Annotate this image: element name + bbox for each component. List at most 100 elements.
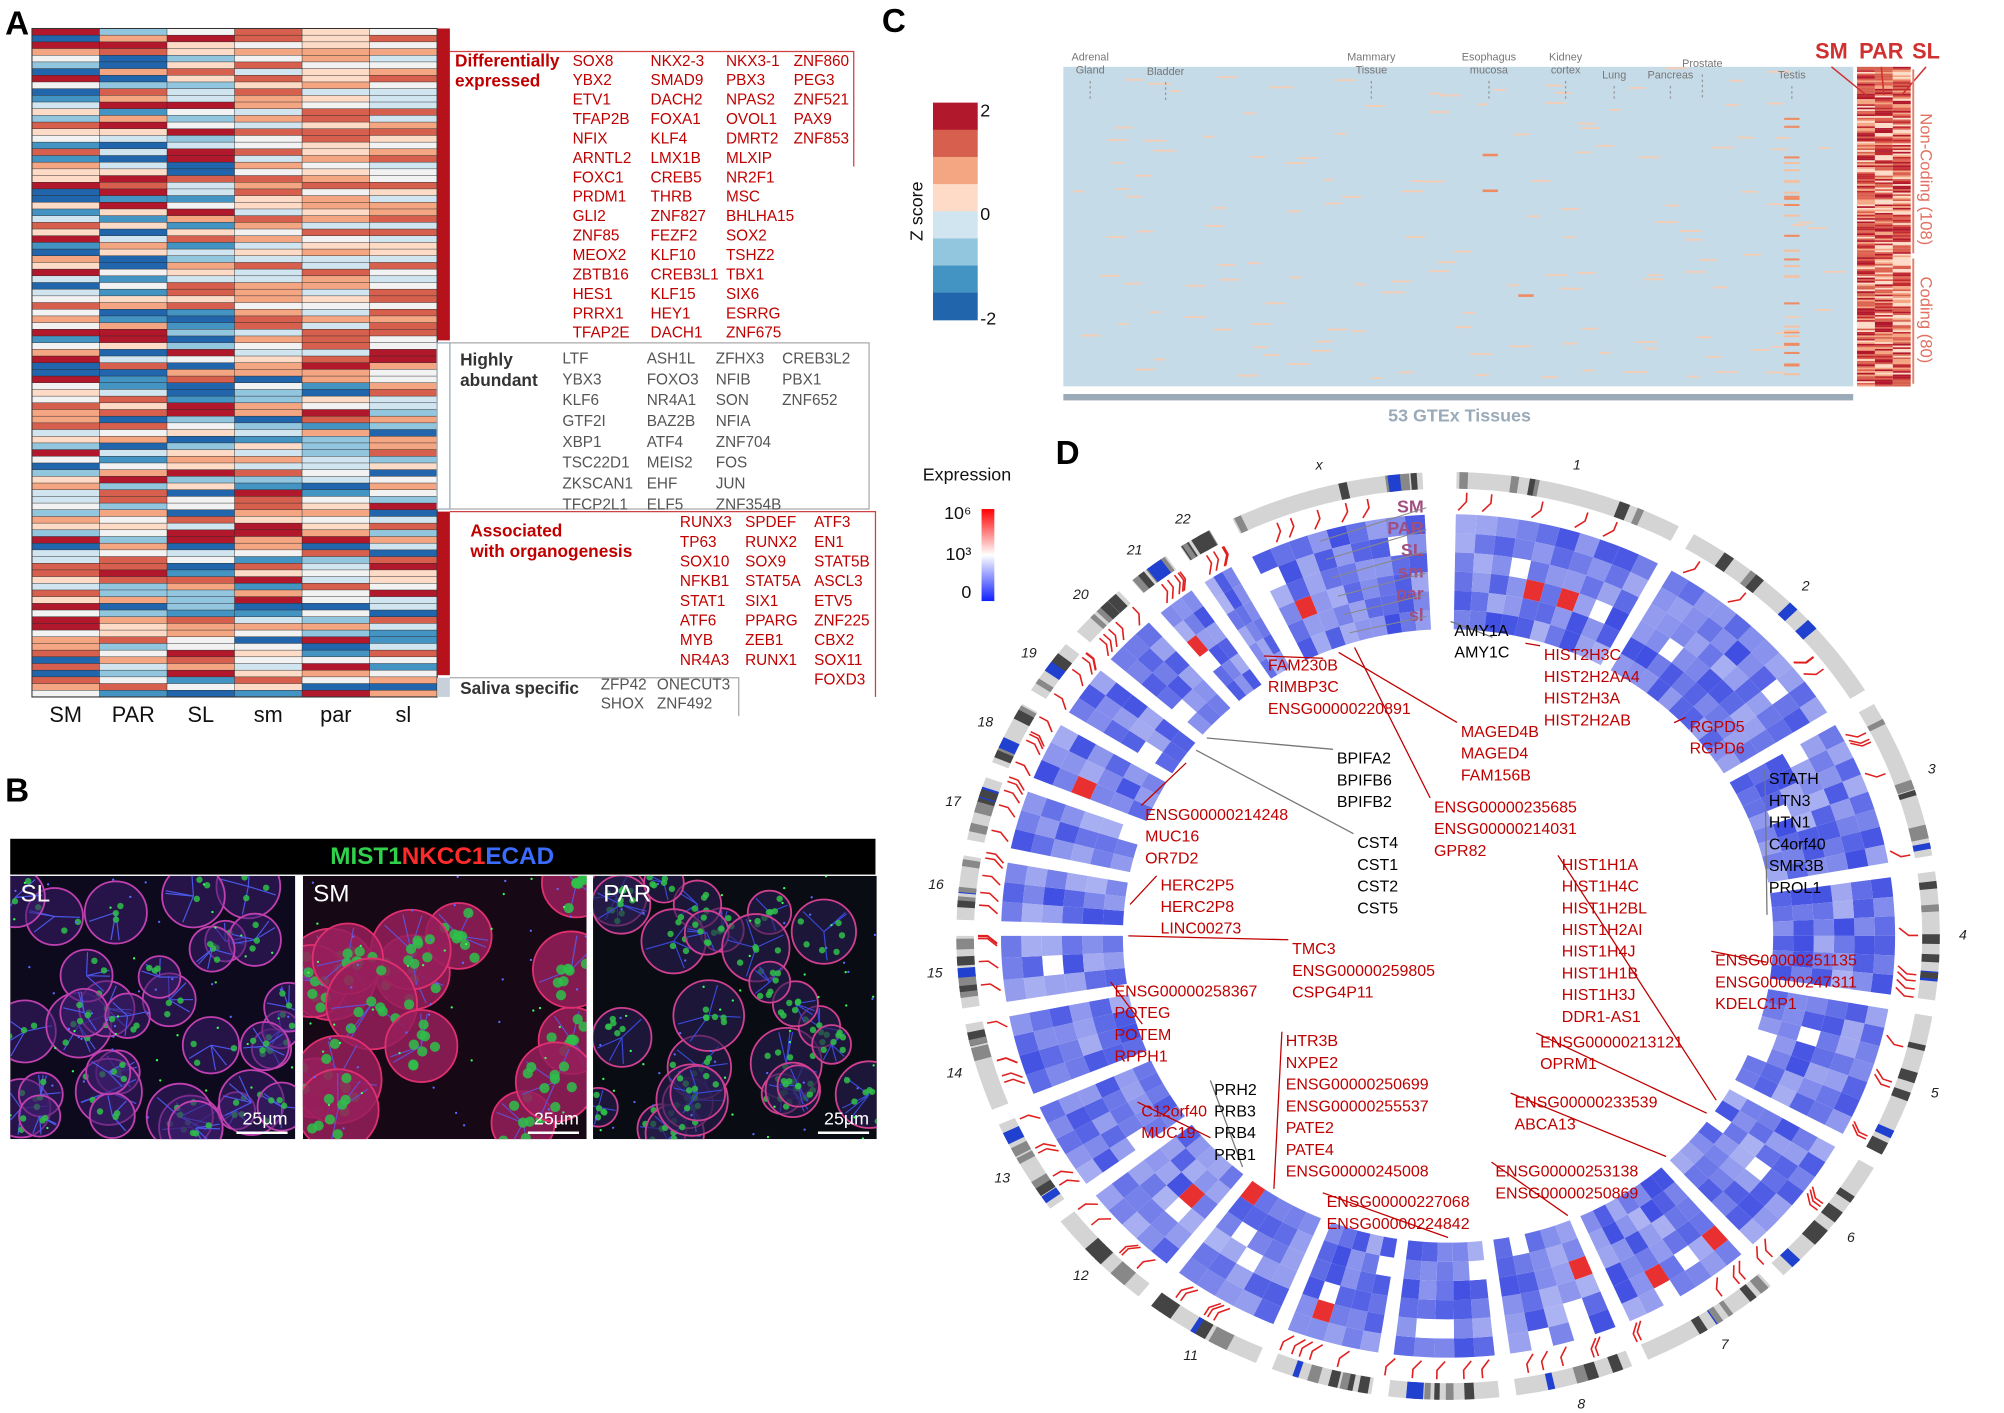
heatmap-cell <box>370 590 438 597</box>
sample-cell <box>1875 337 1893 339</box>
speckle <box>600 1129 602 1131</box>
sample-cell <box>1875 69 1893 71</box>
nucleus <box>233 1099 239 1105</box>
heatmap-cell <box>99 543 167 550</box>
speckle <box>721 894 723 896</box>
feature-tick <box>1116 622 1124 640</box>
group-title: expressed <box>455 71 540 91</box>
sample-cell <box>1857 84 1875 86</box>
heatmap-cell <box>99 142 167 149</box>
heatmap-cell <box>235 129 303 136</box>
sample-cell <box>1875 80 1893 82</box>
sample-cell <box>1893 130 1911 132</box>
gtex-cell <box>1784 215 1799 217</box>
heatmap-cell <box>1415 1318 1435 1338</box>
gtex-cell <box>1518 294 1533 297</box>
nucleus <box>62 1039 68 1045</box>
panel-label: D <box>1056 435 1080 472</box>
heatmap-cell <box>235 570 303 577</box>
heatmap-cell <box>32 416 100 423</box>
sample-cell <box>1857 155 1875 157</box>
group-title: abundant <box>460 370 538 390</box>
heatmap-cell <box>302 363 370 370</box>
speckle <box>291 1066 293 1068</box>
nucleus <box>39 1117 45 1123</box>
sample-cell <box>1875 283 1893 285</box>
gene-label: MUC16 <box>1145 829 1199 846</box>
heatmap-cell <box>302 430 370 437</box>
gene-label: HERC2P8 <box>1160 899 1234 916</box>
speckle <box>106 1019 108 1021</box>
sample-cell <box>1857 334 1875 336</box>
sample-cell <box>1875 240 1893 242</box>
sample-cell <box>1875 276 1893 278</box>
heatmap-cell <box>99 115 167 122</box>
gtex-cell <box>1656 221 1678 223</box>
heatmap-cell <box>370 115 438 122</box>
colorbar-tick-label: 2 <box>980 100 990 120</box>
heatmap-cell <box>99 409 167 416</box>
sample-cell <box>1857 295 1875 297</box>
sample-cell <box>1893 341 1911 343</box>
gtex-cell <box>1784 204 1799 206</box>
sample-cell <box>1893 121 1911 123</box>
sample-cell <box>1857 99 1875 101</box>
nucleus <box>404 999 414 1009</box>
heatmap-cell <box>167 570 235 577</box>
heatmap-cell <box>302 610 370 617</box>
heatmap-cell <box>302 403 370 410</box>
stain-label: MIST1 <box>330 843 401 870</box>
sample-cell <box>1857 247 1875 249</box>
feature-tick <box>1683 561 1700 572</box>
sample-cell <box>1893 223 1911 225</box>
sample-cell <box>1893 349 1911 351</box>
feature-tick <box>1016 762 1030 776</box>
gene-label: MEOX2 <box>573 247 627 264</box>
gene-label: ZKSCAN1 <box>562 476 633 493</box>
heatmap-cell <box>167 269 235 276</box>
heatmap-cell <box>99 49 167 56</box>
speckle <box>544 1057 546 1059</box>
heatmap-cell <box>1083 953 1105 972</box>
heatmap-cell <box>1871 877 1894 898</box>
sample-cell <box>1857 79 1875 81</box>
heatmap-cell <box>99 356 167 363</box>
heatmap-cell <box>1873 955 1895 975</box>
nucleus <box>207 941 213 947</box>
gene-label: PRH2 <box>1214 1082 1257 1099</box>
gtex-cell <box>1555 92 1571 94</box>
speckle <box>732 999 734 1001</box>
heatmap-cell <box>235 597 303 604</box>
heatmap-cell <box>235 122 303 129</box>
heatmap-cell <box>32 570 100 577</box>
heatmap-cell <box>370 557 438 564</box>
nucleus <box>114 1110 120 1116</box>
heatmap-cell <box>370 349 438 356</box>
heatmap-cell <box>99 129 167 136</box>
sample-cell <box>1857 138 1875 140</box>
gtex-cell <box>1561 208 1580 210</box>
speckle <box>530 930 532 932</box>
gtex-cell <box>1106 236 1126 238</box>
speckle <box>114 1025 116 1027</box>
sample-cell <box>1893 254 1911 256</box>
nucleus <box>333 1129 343 1139</box>
gtex-cell <box>1582 328 1598 330</box>
heatmap-cell <box>32 95 100 102</box>
nucleus <box>133 1022 139 1028</box>
speckle <box>456 876 458 878</box>
heatmap-cell <box>370 35 438 42</box>
sample-cell <box>1857 320 1875 322</box>
speckle <box>465 943 467 945</box>
sample-cell <box>1893 128 1911 130</box>
speckle <box>110 1070 112 1072</box>
heatmap-cell <box>370 89 438 96</box>
speckle <box>749 955 751 957</box>
gtex-cell <box>1564 236 1576 238</box>
feature-tick <box>1207 555 1212 574</box>
sample-cell <box>1875 159 1893 161</box>
sample-cell <box>1875 381 1893 383</box>
gene-label: ZEB1 <box>745 632 783 649</box>
heatmap-cell <box>32 323 100 330</box>
heatmap-cell <box>302 536 370 543</box>
